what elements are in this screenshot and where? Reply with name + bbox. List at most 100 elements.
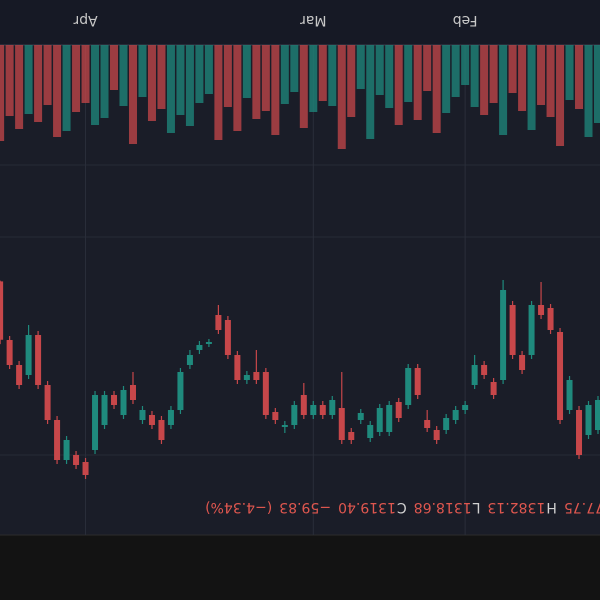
volume-bar <box>5 45 14 116</box>
volume-bar <box>24 45 33 114</box>
candle-body <box>386 405 393 432</box>
volume-bar <box>584 45 593 137</box>
candle-body <box>73 455 80 465</box>
volume-bar <box>375 45 384 95</box>
volume-bar <box>328 45 337 106</box>
candle-body <box>186 355 193 365</box>
volume-bar <box>62 45 71 131</box>
volume-bar <box>385 45 394 108</box>
volume-bar <box>565 45 574 100</box>
volume-bar <box>318 45 327 101</box>
volume-bar <box>499 45 508 135</box>
candle-body <box>433 430 440 440</box>
candle-body <box>25 335 32 375</box>
candle-body <box>585 405 592 435</box>
candle-body <box>16 365 23 385</box>
volume-bar <box>157 45 166 109</box>
volume-bar <box>195 45 204 103</box>
candle-body <box>253 372 260 380</box>
candle-body <box>0 281 4 340</box>
candle-body <box>376 408 383 432</box>
time-axis <box>0 0 600 45</box>
volume-bar <box>53 45 62 137</box>
candle-body <box>196 345 203 350</box>
candle-body <box>148 415 155 425</box>
candle-body <box>82 462 89 475</box>
volume-bar <box>147 45 156 121</box>
volume-bar <box>461 45 470 85</box>
volume-bar <box>119 45 128 106</box>
x-tick-label: Apr <box>73 12 97 28</box>
candle-body <box>139 410 146 420</box>
candle-body <box>395 402 402 418</box>
candle-body <box>63 440 70 460</box>
volume-bar <box>480 45 489 115</box>
candle-body <box>414 368 421 395</box>
candle-body <box>243 375 250 380</box>
volume-bar <box>404 45 413 102</box>
candle-body <box>452 410 459 420</box>
candle-body <box>471 365 478 385</box>
candle-body <box>177 372 184 410</box>
legend-item: 77.75 <box>564 499 600 515</box>
candle-body <box>234 355 241 380</box>
candle-body <box>538 305 545 315</box>
volume-bar <box>299 45 308 128</box>
volume-bar <box>356 45 365 89</box>
volume-bar <box>233 45 242 131</box>
candle-body <box>120 390 127 415</box>
volume-bar <box>204 45 213 94</box>
volume-bar <box>261 45 270 111</box>
volume-bar <box>72 45 81 112</box>
volume-bar <box>489 45 498 103</box>
candle-body <box>509 305 516 355</box>
candle-body <box>462 405 469 410</box>
legend-item: C <box>397 499 407 515</box>
candle-body <box>519 355 526 370</box>
volume-bar <box>527 45 536 130</box>
candle-body <box>557 332 564 420</box>
candle-body <box>111 395 118 405</box>
volume-bar <box>556 45 565 146</box>
volume-bar <box>15 45 24 129</box>
candle-body <box>158 420 165 440</box>
legend-item: −59.83 <box>279 499 331 515</box>
candle-body <box>310 405 317 415</box>
legend-item: 1382.13 <box>487 499 545 515</box>
volume-bar <box>594 45 600 123</box>
candle-body <box>35 335 42 385</box>
candle-body <box>281 425 288 427</box>
volume-bar <box>423 45 432 91</box>
candle-body <box>329 400 336 415</box>
volume-bar <box>394 45 403 125</box>
volume-bar <box>176 45 185 115</box>
volume-bar <box>432 45 441 133</box>
candle-body <box>576 410 583 455</box>
candle-body <box>566 380 573 410</box>
volume-bar <box>110 45 119 90</box>
candle-body <box>205 342 212 344</box>
volume-bar <box>214 45 223 140</box>
candle-body <box>215 315 222 330</box>
volume-bar <box>518 45 527 111</box>
volume-bar <box>413 45 422 120</box>
x-tick-label: Feb <box>453 12 478 28</box>
candle-body <box>443 418 450 430</box>
candle-body <box>424 420 431 428</box>
candle-body <box>367 425 374 438</box>
volume-bar <box>271 45 280 135</box>
legend-item: (−4.34%) <box>205 499 272 515</box>
candle-body <box>291 405 298 425</box>
candle-body <box>490 382 497 395</box>
volume-bar <box>290 45 299 92</box>
volume-bar <box>366 45 375 139</box>
volume-bar <box>470 45 479 107</box>
volume-bar <box>34 45 43 122</box>
volume-bar <box>575 45 584 109</box>
legend-item: 1318.68 <box>414 499 472 515</box>
volume-bar <box>508 45 517 93</box>
candle-body <box>357 413 364 420</box>
volume-bar <box>81 45 90 103</box>
